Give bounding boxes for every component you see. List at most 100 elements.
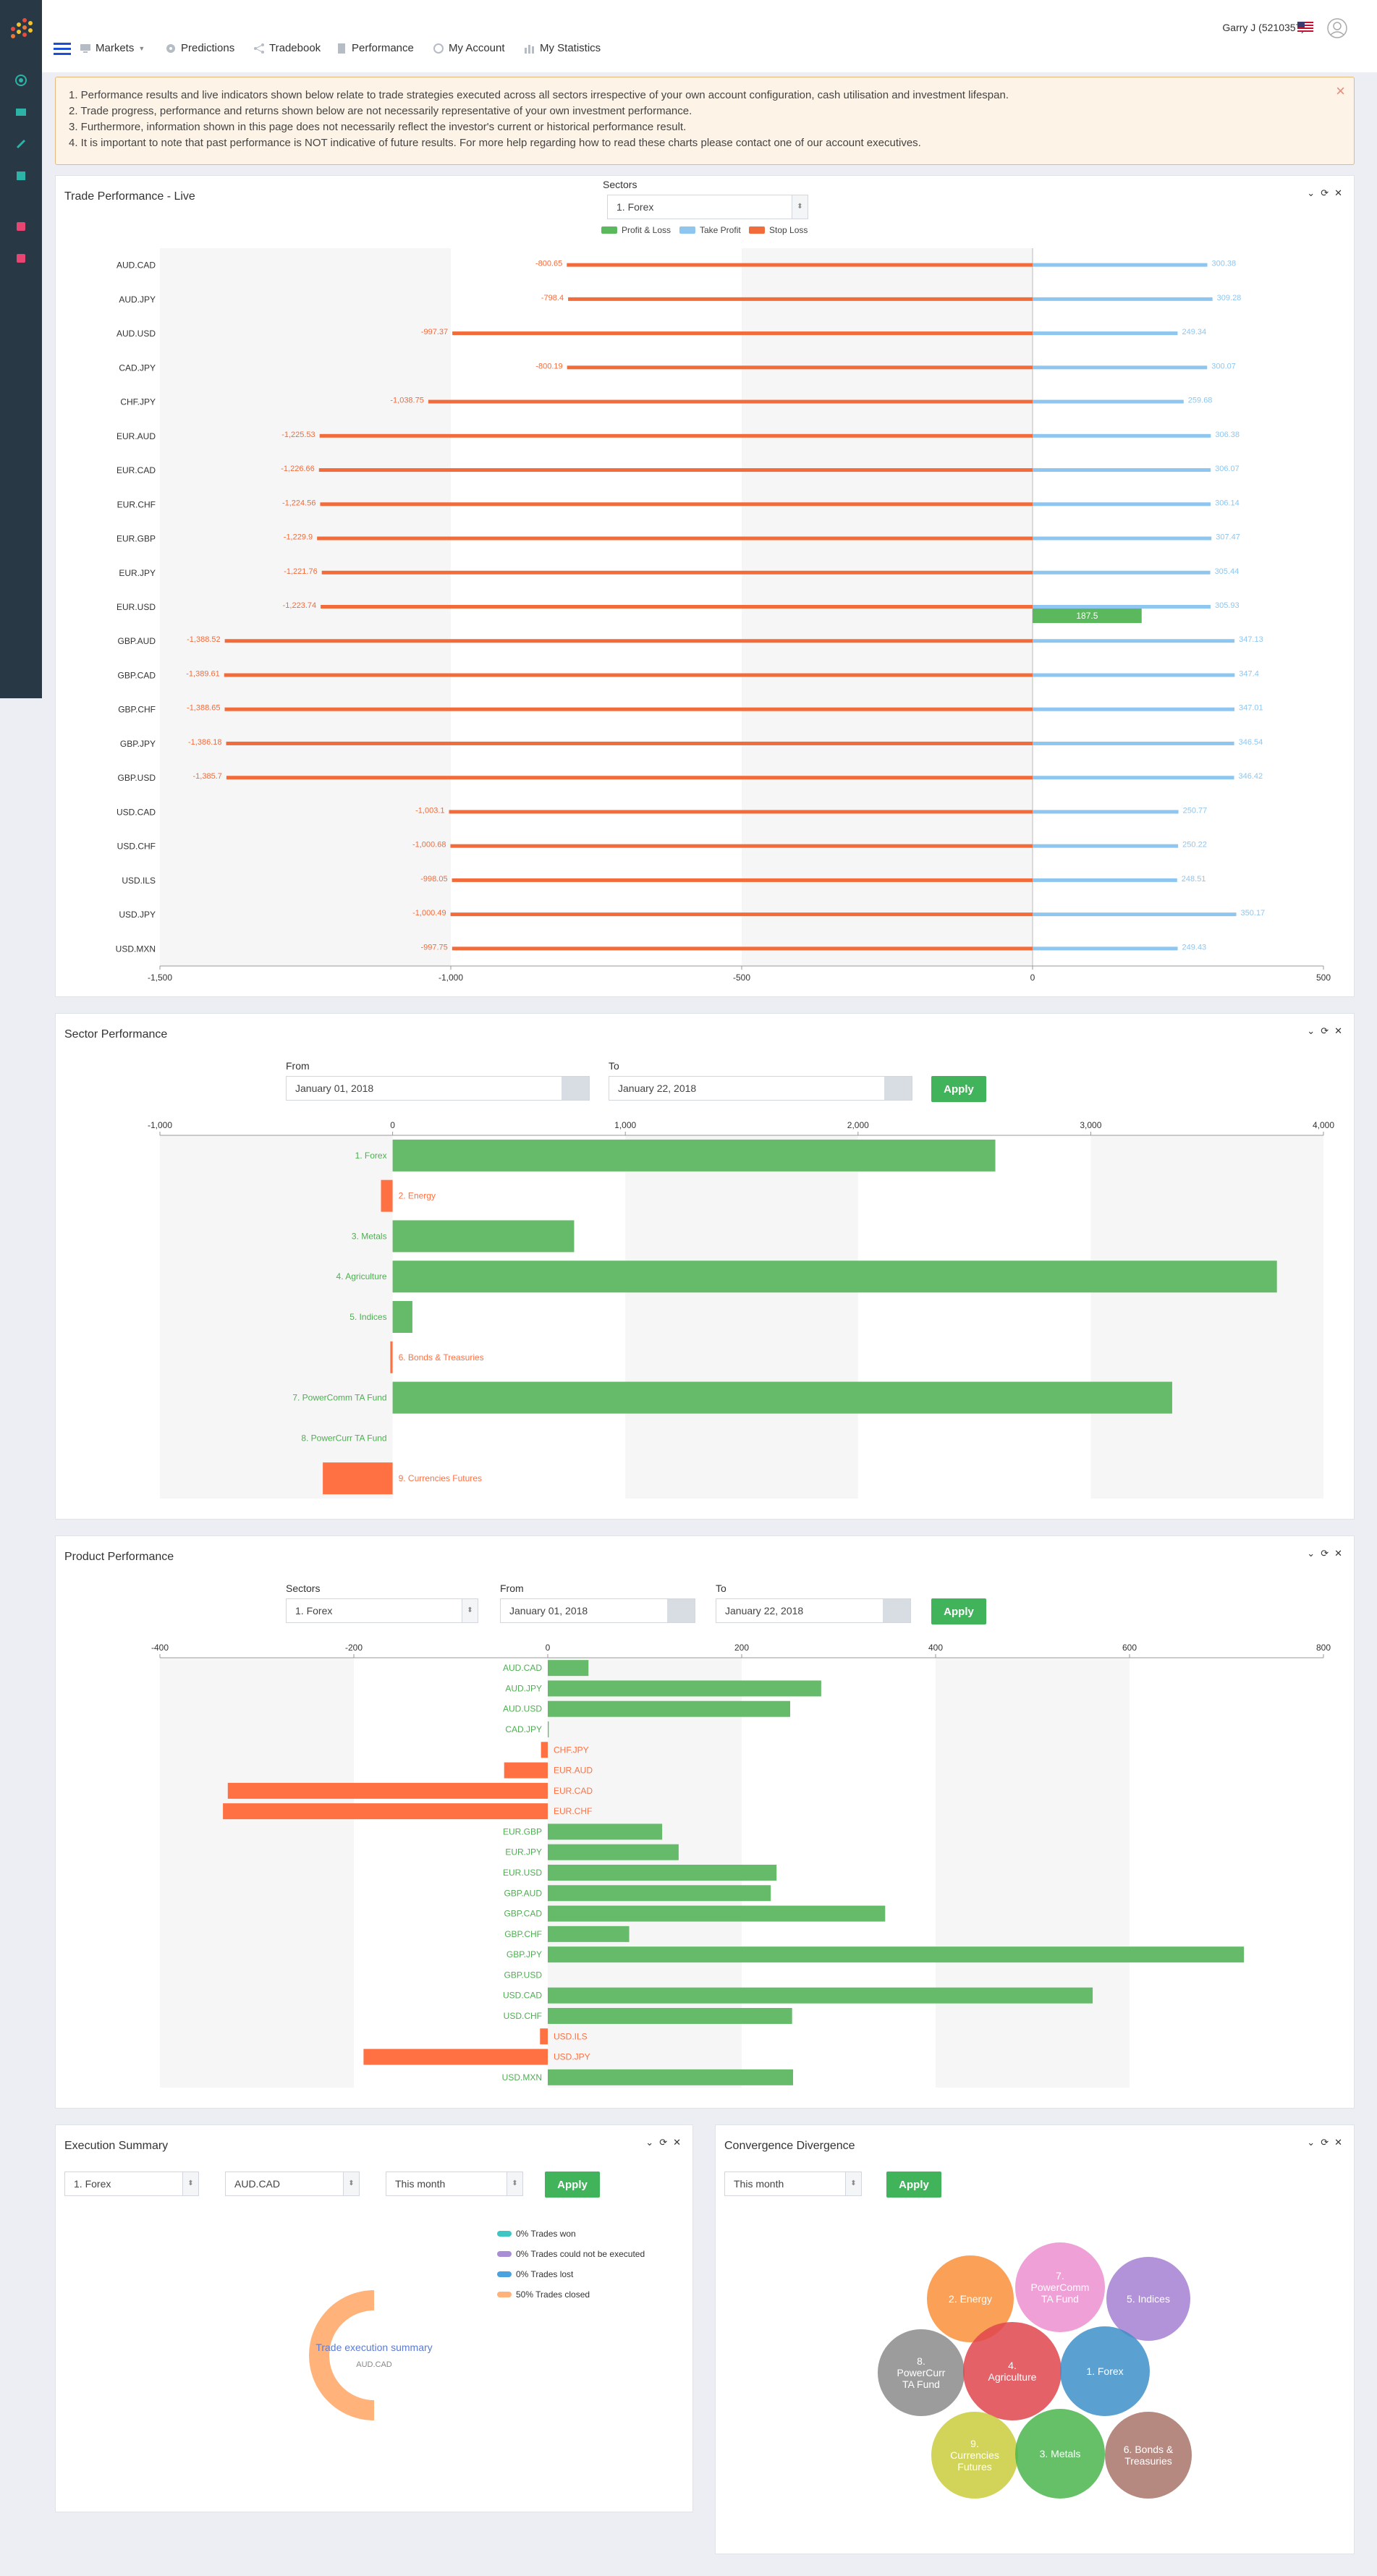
calendar-icon[interactable] xyxy=(883,1599,910,1622)
tag-icon[interactable] xyxy=(14,252,27,265)
calendar-icon[interactable] xyxy=(14,169,27,182)
collapse-icon[interactable]: ⌄ xyxy=(1307,187,1315,198)
us-flag-icon[interactable] xyxy=(1297,22,1313,32)
trade-performance-panel: Trade Performance - Live ⌄ ⟳ ✕ Sectors 1… xyxy=(55,175,1355,997)
legend-swatch xyxy=(749,226,765,234)
period-select[interactable]: This month ⬍ xyxy=(724,2172,862,2196)
category-label: 3. Metals xyxy=(352,1231,387,1241)
refresh-icon[interactable]: ⟳ xyxy=(1321,187,1329,198)
plot-band xyxy=(160,1135,393,1499)
chevron-down-icon: ▼ xyxy=(138,44,145,52)
apply-button[interactable]: Apply xyxy=(886,2172,941,2198)
category-label: EUR.CHF xyxy=(554,1806,592,1816)
sector-performance-chart: -1,000 0 1,000 2,000 3,000 4,000 1. Forex 2. En… xyxy=(148,1120,1334,1499)
calendar-icon[interactable] xyxy=(884,1077,912,1100)
logo-icon[interactable] xyxy=(3,9,39,45)
globe-icon[interactable] xyxy=(14,74,27,87)
legend-label: Stop Loss xyxy=(769,225,808,235)
collapse-icon[interactable]: ⌄ xyxy=(645,2137,654,2148)
stop-loss-label: -1,386.18 xyxy=(188,738,221,747)
category-label: GBP.AUD xyxy=(118,636,156,646)
bubble xyxy=(1106,2257,1190,2341)
sector-select[interactable]: 1. Forex ⬍ xyxy=(286,1598,478,1623)
refresh-icon[interactable]: ⟳ xyxy=(1321,1548,1329,1559)
panel-title: Trade Performance - Live xyxy=(64,190,195,203)
refresh-icon[interactable]: ⟳ xyxy=(659,2137,668,2148)
take-profit-label: 249.43 xyxy=(1182,943,1207,952)
take-profit-bar xyxy=(1033,878,1177,882)
calendar-icon[interactable] xyxy=(562,1077,589,1100)
panel-controls: ⌄ ⟳ ✕ xyxy=(1307,187,1342,199)
category-label: EUR.JPY xyxy=(119,568,156,578)
select-arrow-icon: ⬍ xyxy=(343,2172,359,2195)
stop-loss-bar xyxy=(224,639,1033,643)
panel-title: Convergence Divergence xyxy=(724,2140,855,2152)
collapse-icon[interactable]: ⌄ xyxy=(1307,2137,1315,2148)
close-icon[interactable]: ✕ xyxy=(1334,1025,1342,1036)
legend-stop-loss[interactable]: Stop Loss xyxy=(749,225,808,235)
nav-predictions[interactable]: Predictions xyxy=(165,42,234,54)
nav-my-statistics[interactable]: My Statistics xyxy=(524,42,601,54)
product-bar xyxy=(548,1885,771,1902)
close-icon[interactable]: ✕ xyxy=(673,2137,681,2148)
collapse-icon[interactable]: ⌄ xyxy=(1307,1025,1315,1036)
product-bar xyxy=(548,1987,1093,2004)
take-profit-bar xyxy=(1033,776,1234,780)
take-profit-bar xyxy=(1033,331,1178,336)
calendar-icon[interactable] xyxy=(667,1599,695,1622)
sector-bar xyxy=(392,1220,575,1253)
from-date-input[interactable]: January 01, 2018 xyxy=(500,1598,695,1623)
close-icon[interactable]: ✕ xyxy=(1334,2137,1342,2148)
stop-loss-label: -1,226.66 xyxy=(281,465,314,473)
sector-select[interactable]: 1. Forex ⬍ xyxy=(64,2172,199,2196)
stop-loss-label: -1,003.1 xyxy=(415,806,444,815)
stop-loss-bar xyxy=(319,433,1033,438)
user-name[interactable]: Garry J (5210357) xyxy=(1222,22,1305,33)
close-icon[interactable]: ✕ xyxy=(1334,1548,1342,1559)
category-label: 8. PowerCurr TA Fund xyxy=(301,1433,386,1443)
bookmark-icon[interactable] xyxy=(14,220,27,233)
disclaimer-notice: 1. Performance results and live indicato… xyxy=(55,77,1355,165)
nav-markets[interactable]: Markets ▼ xyxy=(80,42,145,54)
legend-profit-loss[interactable]: Profit & Loss xyxy=(601,225,671,235)
legend-take-profit[interactable]: Take Profit xyxy=(679,225,741,235)
nav-performance[interactable]: Performance xyxy=(336,42,414,54)
nav-my-account[interactable]: My Account xyxy=(433,42,505,54)
to-date-input[interactable]: January 22, 2018 xyxy=(609,1076,912,1101)
take-profit-bar xyxy=(1033,673,1235,677)
from-date-input[interactable]: January 01, 2018 xyxy=(286,1076,590,1101)
apply-button[interactable]: Apply xyxy=(931,1076,986,1102)
collapse-icon[interactable]: ⌄ xyxy=(1307,1548,1315,1559)
panel-title: Product Performance xyxy=(64,1551,174,1563)
stop-loss-label: -1,223.74 xyxy=(283,601,316,610)
envelope-icon[interactable] xyxy=(14,106,27,119)
take-profit-label: 248.51 xyxy=(1182,875,1206,884)
avatar[interactable] xyxy=(1326,17,1348,39)
to-date-value: January 22, 2018 xyxy=(618,1082,697,1094)
x-tick-label: 1,000 xyxy=(614,1120,636,1130)
legend-swatch xyxy=(497,2251,512,2257)
sector-performance-panel: Sector Performance ⌄ ⟳ ✕ From January 01… xyxy=(55,1013,1355,1520)
x-tick-label: 3,000 xyxy=(1080,1120,1101,1130)
bubble-label: 5. Indices xyxy=(1127,2293,1170,2305)
refresh-icon[interactable]: ⟳ xyxy=(1321,1025,1329,1036)
menu-icon[interactable] xyxy=(54,42,71,55)
close-icon[interactable]: × xyxy=(1336,82,1345,100)
bubble xyxy=(1060,2326,1150,2416)
sector-select[interactable]: 1. Forex ⬍ xyxy=(607,195,808,219)
nav-label: Predictions xyxy=(181,42,235,54)
product-bar xyxy=(504,1762,548,1779)
refresh-icon[interactable]: ⟳ xyxy=(1321,2137,1329,2148)
apply-button[interactable]: Apply xyxy=(545,2172,600,2198)
close-icon[interactable]: ✕ xyxy=(1334,187,1342,198)
category-label: GBP.USD xyxy=(504,1970,543,1980)
link-icon[interactable] xyxy=(14,137,27,151)
nav-tradebook[interactable]: Tradebook xyxy=(253,42,321,54)
product-select[interactable]: AUD.CAD ⬍ xyxy=(225,2172,360,2196)
x-tick-label: -200 xyxy=(345,1643,363,1653)
stop-loss-bar xyxy=(226,741,1033,745)
to-date-input[interactable]: January 22, 2018 xyxy=(716,1598,911,1623)
period-select[interactable]: This month ⬍ xyxy=(386,2172,523,2196)
apply-button[interactable]: Apply xyxy=(931,1598,986,1624)
take-profit-label: 300.07 xyxy=(1211,362,1236,370)
